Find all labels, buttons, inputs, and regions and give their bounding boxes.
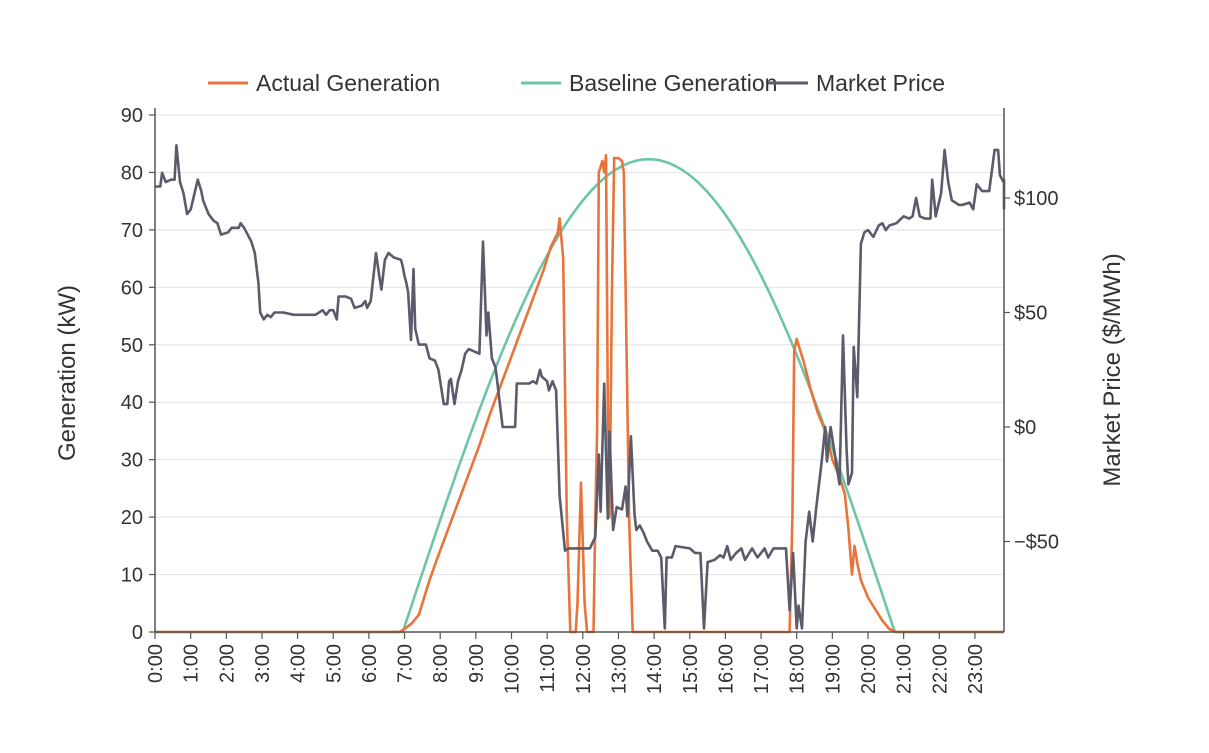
x-tick-label: 10:00 bbox=[502, 644, 524, 694]
x-tick-label: 0:00 bbox=[145, 644, 167, 683]
left-tick-label: 0 bbox=[132, 622, 143, 644]
legend-item: Actual Generation bbox=[208, 70, 440, 96]
left-tick-label: 40 bbox=[121, 392, 143, 414]
gridlines bbox=[155, 114, 1004, 576]
x-tick-label: 21:00 bbox=[894, 644, 916, 694]
series-line-actual-generation bbox=[155, 153, 1004, 634]
left-tick-label: 60 bbox=[121, 277, 143, 299]
right-tick-label: $50 bbox=[1014, 303, 1047, 325]
legend-label: Actual Generation bbox=[256, 70, 440, 96]
axes bbox=[154, 108, 1005, 633]
x-tick-label: 13:00 bbox=[608, 644, 630, 694]
series-layer bbox=[155, 144, 1006, 634]
left-tick-label: 30 bbox=[121, 450, 143, 472]
x-tick-label: 9:00 bbox=[466, 644, 488, 683]
x-tick-label: 17:00 bbox=[751, 644, 773, 694]
left-tick-label: 80 bbox=[121, 162, 143, 184]
left-tick-label: 10 bbox=[121, 565, 143, 587]
left-tick-label: 50 bbox=[121, 335, 143, 357]
right-tick-label: $0 bbox=[1014, 417, 1036, 439]
x-tick-label: 1:00 bbox=[181, 644, 203, 683]
legend-label: Market Price bbox=[816, 70, 945, 96]
x-axis-ticks: 0:00 1:00 2:00 3:00 4:00 5:00 6:00 7:00 8:00 9:00… bbox=[145, 632, 987, 694]
x-tick-label: 11:00 bbox=[537, 644, 559, 693]
right-axis-ticks: −$50 $0 $50 $100 bbox=[1004, 188, 1059, 554]
legend: Actual Generation Baseline Generation Mark… bbox=[208, 70, 945, 96]
x-tick-label: 15:00 bbox=[680, 644, 702, 694]
series-line-market-price bbox=[155, 144, 1006, 630]
x-tick-label: 2:00 bbox=[216, 644, 238, 683]
x-tick-label: 20:00 bbox=[858, 644, 880, 694]
legend-label: Baseline Generation bbox=[569, 70, 777, 96]
legend-item: Baseline Generation bbox=[521, 70, 777, 96]
x-tick-label: 5:00 bbox=[323, 644, 345, 683]
right-tick-label: −$50 bbox=[1014, 532, 1059, 554]
x-tick-label: 12:00 bbox=[573, 644, 595, 694]
right-axis-title: Market Price ($/MWh) bbox=[1099, 253, 1126, 486]
x-tick-label: 22:00 bbox=[929, 644, 951, 694]
x-tick-label: 16:00 bbox=[715, 644, 737, 694]
x-tick-label: 6:00 bbox=[359, 644, 381, 683]
x-tick-label: 4:00 bbox=[288, 644, 310, 683]
left-tick-label: 90 bbox=[121, 105, 143, 127]
x-tick-label: 18:00 bbox=[787, 644, 809, 694]
left-tick-label: 20 bbox=[121, 507, 143, 529]
legend-item: Market Price bbox=[768, 70, 945, 96]
x-tick-label: 8:00 bbox=[430, 644, 452, 683]
left-axis-title: Generation (kW) bbox=[54, 285, 81, 461]
x-tick-label: 3:00 bbox=[252, 644, 274, 683]
left-tick-label: 70 bbox=[121, 220, 143, 242]
x-tick-label: 19:00 bbox=[822, 644, 844, 694]
x-tick-label: 7:00 bbox=[395, 644, 417, 683]
x-tick-label: 14:00 bbox=[644, 644, 666, 694]
right-tick-label: $100 bbox=[1014, 188, 1059, 210]
left-axis-ticks: 0 10 20 30 40 50 60 70 80 90 bbox=[121, 105, 155, 644]
x-tick-label: 23:00 bbox=[965, 644, 987, 694]
